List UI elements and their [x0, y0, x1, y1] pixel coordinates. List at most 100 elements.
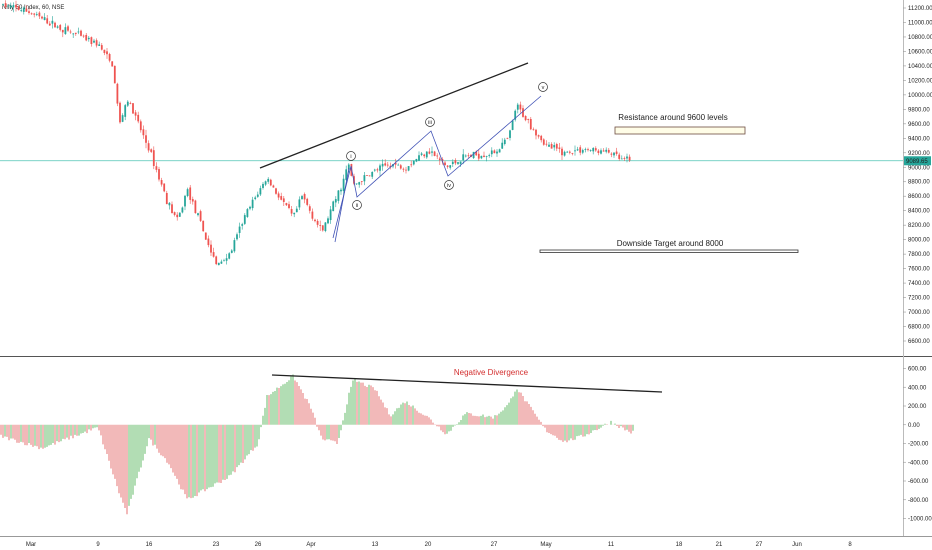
price-tick-label: 11200.00 — [908, 6, 932, 12]
candle-body — [2, 3, 4, 5]
candle-body — [410, 164, 413, 166]
candle-body — [618, 154, 621, 159]
candle-body — [100, 45, 103, 50]
candle-body — [108, 54, 111, 61]
candle-body — [581, 150, 584, 153]
candle-body — [212, 252, 215, 257]
candle-body — [113, 65, 116, 84]
price-tick-label: 10200.00 — [908, 78, 932, 84]
candle-body — [524, 115, 527, 121]
candle-body — [444, 162, 446, 166]
candle-body — [64, 27, 67, 35]
candle-body — [38, 12, 41, 17]
candle-body — [126, 101, 129, 106]
upper-trendline — [259, 62, 529, 169]
candle-body — [324, 222, 327, 231]
candle-body — [243, 215, 246, 224]
candle-body — [59, 25, 62, 30]
downside-target-box — [539, 249, 799, 253]
candle-body — [535, 129, 537, 136]
candle-body — [202, 220, 205, 232]
wave-label-iv: iv — [444, 180, 454, 190]
candle-body — [295, 208, 298, 213]
candle-body — [199, 211, 202, 221]
candle-body — [566, 151, 569, 153]
candle-body — [329, 209, 332, 221]
time-tick-label: Jun — [792, 542, 802, 548]
candle-body — [519, 104, 522, 110]
candle-body — [574, 150, 576, 152]
candle-body — [431, 151, 433, 153]
candle-body — [576, 149, 579, 151]
candle-body — [267, 178, 270, 182]
candle-body — [607, 149, 610, 153]
candle-body — [498, 149, 501, 153]
candle-body — [163, 183, 166, 192]
candle-body — [464, 155, 467, 157]
candle-body — [334, 199, 337, 203]
candle-body — [522, 108, 524, 117]
candle-body — [111, 61, 114, 67]
candle-body — [308, 206, 311, 211]
osc-tick-label: -1000.00 — [908, 517, 932, 523]
price-tick-label: 9600.00 — [908, 122, 930, 128]
candle-body — [256, 194, 259, 197]
osc-tick-label: 400.00 — [908, 385, 927, 391]
candle-body — [389, 165, 392, 168]
candle-body — [358, 182, 361, 185]
price-tick-label: 6600.00 — [908, 339, 930, 345]
candle-body — [93, 40, 95, 43]
candle-body — [236, 234, 238, 240]
candle-body — [69, 31, 72, 33]
candle-body — [327, 218, 329, 224]
candle-body — [48, 23, 51, 26]
candle-body — [25, 8, 28, 12]
candle-body — [332, 201, 335, 212]
candle-body — [150, 149, 153, 152]
candle-body — [241, 224, 244, 226]
osc-tick-label: 200.00 — [908, 404, 927, 410]
candle-body — [613, 152, 615, 156]
candle-body — [418, 155, 420, 161]
candle-body — [77, 31, 80, 33]
price-tick-label: 9800.00 — [908, 107, 930, 113]
candle-body — [33, 13, 36, 15]
candle-body — [459, 161, 462, 164]
candle-body — [4, 3, 7, 7]
osc-tick-label: -400.00 — [908, 460, 929, 466]
candle-body — [542, 139, 545, 145]
candle-body — [345, 169, 348, 180]
price-tick-label: 8600.00 — [908, 194, 930, 200]
candle-body — [594, 148, 597, 151]
candle-body — [197, 213, 199, 216]
candle-body — [54, 22, 56, 28]
candle-body — [139, 121, 142, 131]
price-tick-label: 11000.00 — [908, 20, 932, 26]
divergence-label: Negative Divergence — [454, 368, 529, 377]
price-axis: 11200.00 11000.00 10800.00 10600.00 10400.00… — [903, 6, 932, 345]
price-tick-label: 8000.00 — [908, 238, 930, 244]
candle-body — [379, 165, 381, 171]
time-tick-label: 11 — [608, 542, 615, 548]
candle-body — [610, 153, 613, 155]
candle-body — [376, 169, 379, 171]
svg-text:iv: iv — [447, 183, 451, 189]
candle-body — [124, 105, 127, 117]
candle-body — [215, 256, 218, 265]
candle-body — [451, 161, 454, 165]
wave-label-iii: iii — [425, 117, 435, 127]
candle-body — [223, 260, 225, 262]
candle-body — [85, 34, 88, 41]
resistance-label: Resistance around 9600 levels — [618, 113, 727, 122]
osc-tick-label: 600.00 — [908, 367, 927, 373]
wave-label-ii: ii — [352, 200, 362, 210]
candle-body — [407, 166, 410, 171]
candle-body — [280, 196, 283, 200]
wave-label-v: v — [538, 82, 548, 92]
svg-text:i: i — [350, 154, 351, 160]
time-tick-label: 20 — [425, 542, 432, 548]
candle-body — [397, 164, 400, 166]
candle-body — [303, 194, 306, 200]
price-tick-label: 7600.00 — [908, 267, 930, 273]
